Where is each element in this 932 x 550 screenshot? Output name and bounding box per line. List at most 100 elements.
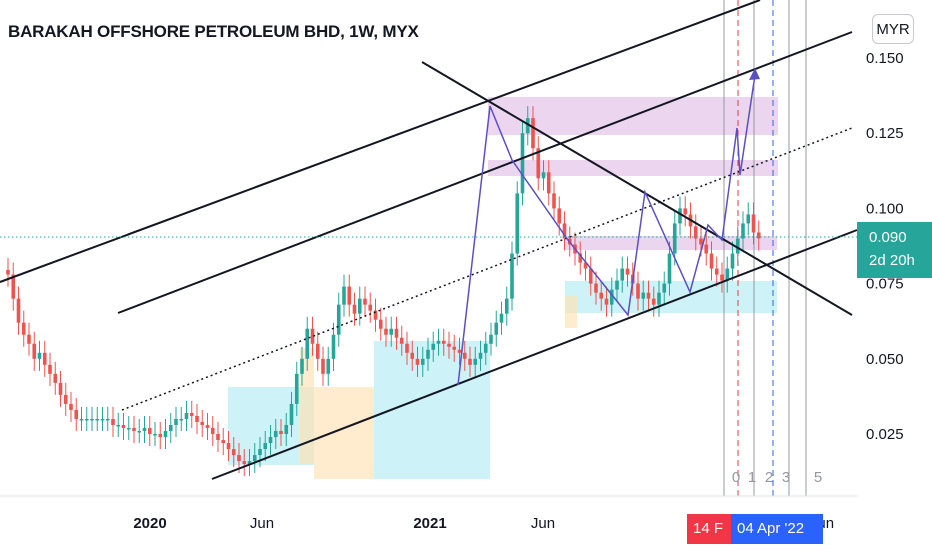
pattern-arrow-head [749,68,760,80]
candle-body [105,418,110,421]
candle-body [363,298,367,305]
candle-body [641,292,646,299]
candle-body [37,352,42,359]
candle-body [420,358,425,365]
candle-body [347,286,352,305]
candle-body [657,292,661,305]
candle-body [237,455,241,462]
pattern-path [457,74,756,386]
candle-body [557,208,562,224]
candle-body [646,292,651,299]
candle-body [100,418,105,421]
trend-line [0,0,761,283]
candle-body [520,133,525,194]
candle-body [331,334,336,359]
candle-body [216,434,220,441]
y-tick-label: 0.150 [866,50,904,67]
candle-body [210,427,215,434]
candle-body [368,304,373,311]
candle-body [399,337,404,344]
candle-body [226,443,231,450]
candle-body [667,253,672,284]
candle-body [683,208,688,215]
candle-body [116,424,121,427]
candle-body [63,394,68,404]
candle-body [583,262,588,269]
candle-body [751,214,756,233]
candle-body [200,421,205,425]
candle-body [693,226,698,239]
candle-body [457,349,462,353]
candle-body [389,328,394,335]
candle-body [746,214,751,224]
candle-body [415,358,420,365]
date-badge-blue: 04 Apr '22 [731,514,823,544]
candle-body [58,382,63,395]
candle-body [541,172,546,179]
candle-body [273,430,278,438]
candle-body [189,412,194,416]
candle-body [310,328,315,344]
candle-body [48,364,52,374]
trend-line [211,229,858,480]
candle-body [709,253,714,269]
candle-body [11,274,16,299]
candle-body [452,346,457,350]
x-tick-label: Jun [531,515,555,532]
candle-body [27,334,31,344]
fib-time-label: 3 [782,469,790,486]
candle-body [342,286,346,305]
candle-body [620,268,625,281]
candle-body [594,283,598,293]
last-price: 0.090 [869,229,907,246]
candle-body [588,268,593,284]
candle-body [405,343,409,353]
candle-body [121,424,126,428]
candle-body [447,343,451,347]
candle-body [483,343,488,353]
fib-time-label: 5 [814,469,822,486]
candlesticks [6,106,761,477]
candle-body [704,244,709,254]
candle-body [321,358,325,374]
candle-body [651,298,656,305]
candle-body [735,238,740,254]
fib-time-label: 2 [765,469,773,486]
candle-body [179,418,184,421]
currency-button[interactable]: MYR [872,14,914,44]
candle-body [53,373,58,383]
x-tick-label: 2020 [133,515,166,532]
y-tick-label: 0.125 [866,125,904,142]
candle-body [242,461,247,465]
candle-body [289,403,294,425]
candle-body [720,274,724,281]
candle-body [499,313,504,323]
candle-body [300,358,304,374]
y-tick-label: 0.050 [866,351,904,368]
y-tick-label: 0.025 [866,426,904,443]
date-badge-red: 14 F [687,514,739,544]
candle-body [504,298,509,314]
candle-body [79,418,84,421]
x-tick-label: 2021 [413,515,446,532]
x-tick-label: Jun [250,515,274,532]
zone [314,387,374,479]
candle-body [373,310,378,320]
fib-time-lines [723,0,807,496]
candle-body [515,193,520,254]
candle-body [730,253,735,269]
candle-body [258,449,262,456]
candle-body [510,253,514,299]
candle-body [489,334,493,344]
y-axis: 0.150 0.125 0.100 0.075 0.050 0.025 [866,50,904,443]
candle-body [756,232,761,239]
candle-body [494,322,499,335]
candle-body [21,322,26,335]
candle-body [163,430,168,438]
candle-body [294,373,299,404]
candle-body [90,418,94,421]
candle-body [147,427,152,434]
candle-body [636,283,640,299]
candle-body [473,358,478,365]
